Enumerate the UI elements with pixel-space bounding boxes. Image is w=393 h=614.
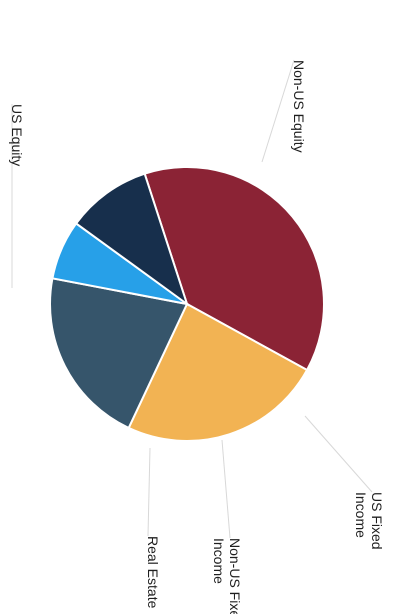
leader-line-non-us-fixed-income — [221, 439, 231, 539]
slices-layer — [49, 166, 325, 442]
slice-label-real-estate: Real Estate — [145, 536, 161, 609]
leader-line-non-us-equity — [261, 59, 295, 163]
slice-label-us-fixed-income: US FixedIncome — [353, 492, 385, 550]
pie-slice-us-equity — [143, 166, 325, 372]
pie-slice-non-us-equity — [127, 302, 309, 442]
leader-lines — [11, 59, 373, 539]
slice-label-non-us-fixed-income: Non-US FixedIncome — [211, 538, 243, 614]
slice-label-non-us-equity: Non-US Equity — [291, 60, 307, 153]
leader-line-us-fixed-income — [304, 415, 373, 493]
labels-layer: US Equity Non-US Equity US FixedIncome Non-… — [9, 60, 385, 614]
pie-slice-real-estate — [74, 172, 189, 307]
slice-label-us-equity: US Equity — [9, 104, 25, 166]
leader-line-real-estate — [147, 447, 151, 537]
pie-slice-us-fixed-income — [49, 277, 189, 430]
